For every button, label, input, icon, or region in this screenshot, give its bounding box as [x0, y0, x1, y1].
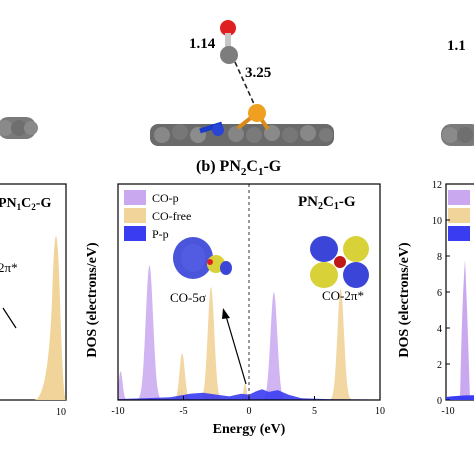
legend-swatch-co-p — [124, 190, 146, 205]
phosphorus-atom — [248, 104, 266, 122]
distance-label: 3.25 — [245, 65, 271, 81]
carbon-atom — [220, 46, 238, 64]
x-axis-label: Energy (eV) — [213, 422, 286, 437]
right-panel-ticks: 12 10 8 6 4 2 0-10 — [432, 180, 455, 417]
right-legend-swatch-co-p — [448, 190, 470, 205]
left-panel-x-tick: 10 — [56, 407, 66, 418]
nitrogen-atom — [212, 124, 224, 136]
legend-label-p-p: P-p — [152, 227, 169, 241]
left-panel-orbital-label: 2π* — [0, 260, 18, 275]
right-x-tick-label: -10 — [441, 406, 454, 417]
bond-length-label: 1.14 — [189, 36, 216, 52]
annotation-co-5sigma: CO-5σ — [170, 290, 206, 305]
peak-co-free-1 — [197, 286, 225, 400]
right-y-tick-label: 12 — [432, 180, 442, 191]
right-y-tick-label: 10 — [432, 216, 442, 227]
structure-right-fragment — [441, 124, 474, 146]
right-panel — [445, 183, 474, 401]
panel-caption: (b) PN2C1-G — [196, 158, 282, 178]
peak-co-free-3 — [327, 288, 354, 400]
annotation-arrow-line — [225, 315, 247, 385]
bond-length-label-right: 1.1 — [447, 38, 466, 54]
annotation-arrow-head — [222, 308, 230, 319]
y-axis-label: DOS (electrons/eV) — [85, 242, 100, 358]
left-panel: PN1C2-G 2π* 10 — [0, 183, 67, 418]
right-legend-swatch-co-free — [448, 208, 470, 223]
x-tick-label: 10 — [375, 406, 385, 417]
oxygen-atom — [220, 20, 236, 36]
right-panel-y-axis-label: DOS (electrons/eV) — [397, 242, 412, 358]
left-panel-peak — [34, 236, 66, 400]
peak-co-p-3 — [260, 292, 288, 400]
legend-label-co-p: CO-p — [152, 191, 179, 205]
series-area-layer — [118, 265, 380, 400]
right-y-tick-label: 4 — [437, 324, 442, 335]
peak-co-p-1 — [134, 265, 165, 400]
right-legend-swatch-p-p — [448, 226, 470, 241]
structure-left-fragment — [0, 117, 38, 139]
inset-title: PN2C1-G — [298, 194, 356, 212]
peak-co-free-2 — [238, 383, 252, 400]
right-y-tick-label: 2 — [437, 360, 442, 371]
peak-co-free-0 — [171, 353, 193, 400]
orbital-5sigma-icon — [173, 237, 232, 279]
right-y-tick-label: 8 — [437, 252, 442, 263]
left-panel-title: PN1C2-G — [0, 196, 51, 212]
legend: CO-p CO-free P-p — [124, 190, 191, 241]
x-tick-label: -5 — [179, 406, 187, 417]
co-molecule — [220, 20, 255, 105]
graphene-sheet — [150, 104, 334, 146]
tick-layer: -10 -5 0 5 10 — [111, 396, 385, 417]
right-panel-peak — [460, 260, 470, 400]
peak-co-p-0 — [118, 371, 129, 400]
right-y-tick-label: 0 — [437, 396, 442, 407]
x-tick-label: 0 — [247, 406, 252, 417]
main-chart: -10 -5 0 5 10 Energy (eV) CO-p CO-free P-p P… — [111, 183, 385, 437]
x-tick-label: 5 — [312, 406, 317, 417]
legend-label-co-free: CO-free — [152, 209, 191, 223]
x-tick-label: -10 — [111, 406, 124, 417]
legend-swatch-p-p — [124, 226, 146, 241]
right-panel-pp-fill — [446, 395, 474, 400]
right-y-tick-label: 6 — [437, 288, 442, 299]
annotation-co-2pi: CO-2π* — [322, 288, 364, 303]
legend-swatch-co-free — [124, 208, 146, 223]
orbital-2pi-icon — [310, 236, 369, 288]
left-panel-arrow — [2, 307, 17, 329]
